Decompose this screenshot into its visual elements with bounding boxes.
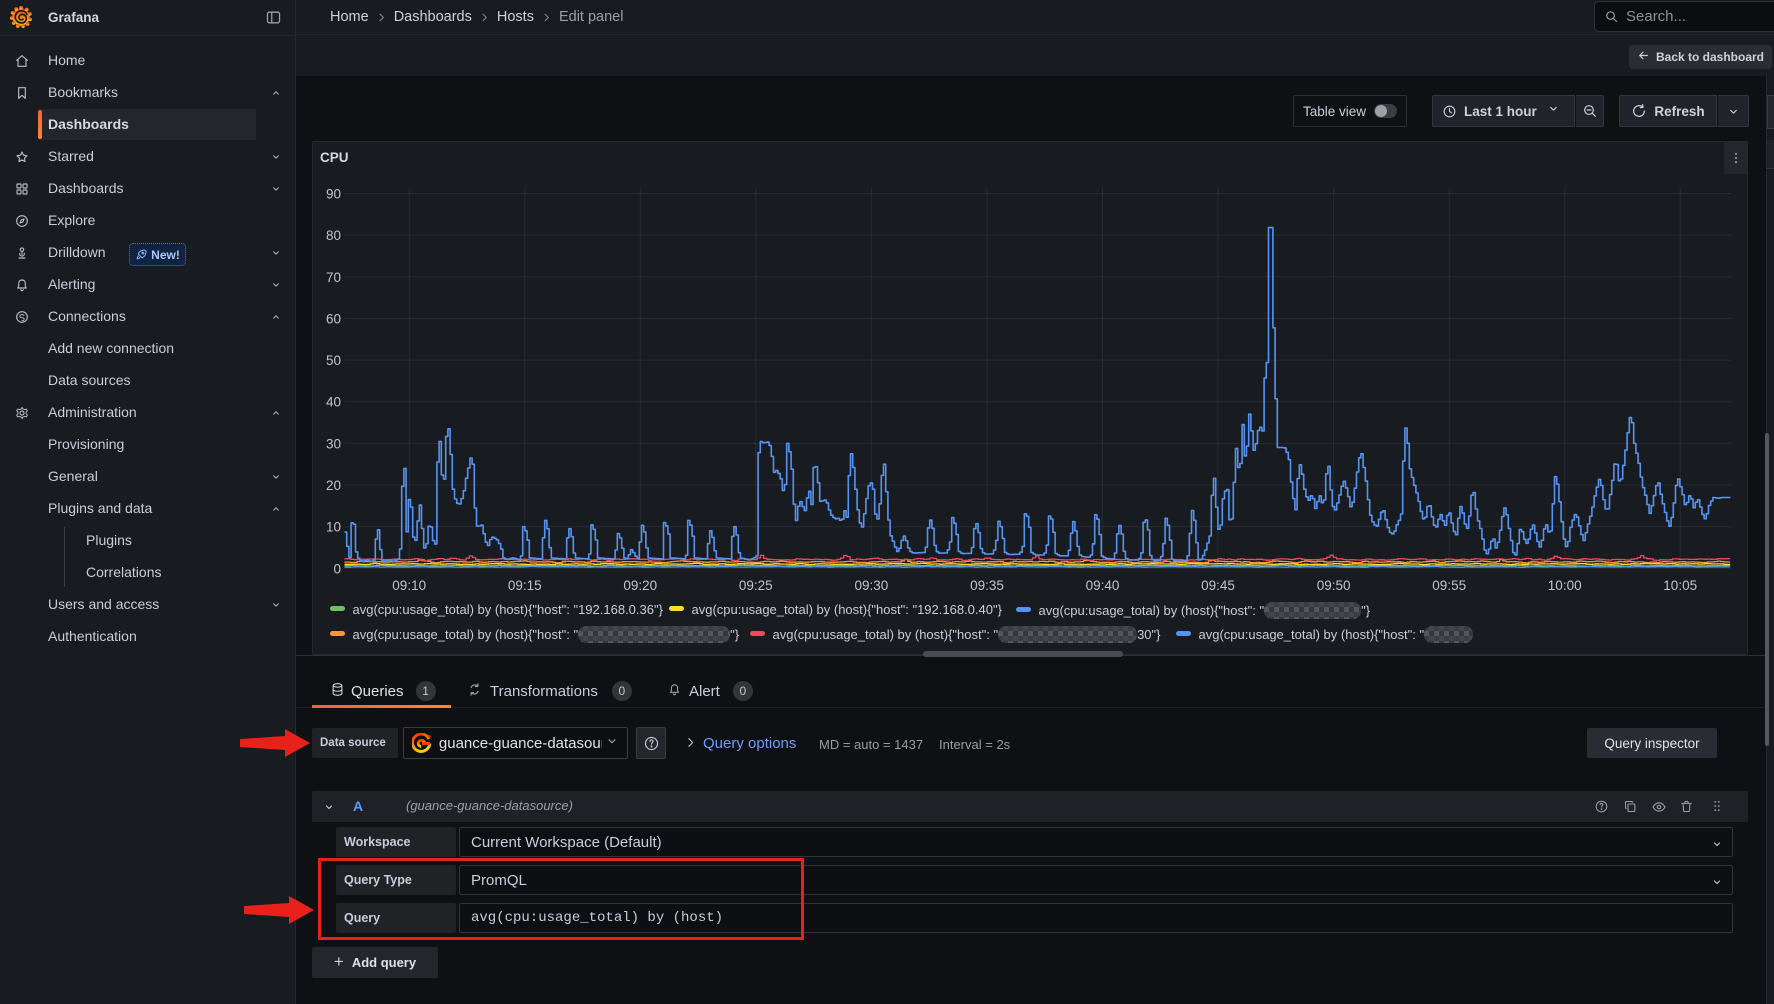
svg-text:90: 90 (326, 187, 341, 202)
svg-text:10: 10 (326, 520, 341, 535)
svg-text:50: 50 (326, 353, 341, 368)
svg-text:60: 60 (326, 311, 341, 326)
svg-text:09:55: 09:55 (1432, 578, 1466, 593)
svg-text:09:40: 09:40 (1086, 578, 1120, 593)
svg-text:20: 20 (326, 478, 341, 493)
svg-text:0: 0 (333, 561, 341, 576)
svg-text:40: 40 (326, 395, 341, 410)
svg-text:09:10: 09:10 (392, 578, 426, 593)
svg-text:70: 70 (326, 270, 341, 285)
svg-text:09:30: 09:30 (855, 578, 889, 593)
svg-text:09:45: 09:45 (1201, 578, 1235, 593)
svg-text:09:20: 09:20 (623, 578, 657, 593)
svg-text:30: 30 (326, 436, 341, 451)
svg-text:80: 80 (326, 228, 341, 243)
svg-text:09:35: 09:35 (970, 578, 1004, 593)
svg-text:09:25: 09:25 (739, 578, 773, 593)
svg-text:09:15: 09:15 (508, 578, 542, 593)
svg-text:10:00: 10:00 (1548, 578, 1582, 593)
svg-text:09:50: 09:50 (1317, 578, 1351, 593)
svg-text:10:05: 10:05 (1663, 578, 1697, 593)
